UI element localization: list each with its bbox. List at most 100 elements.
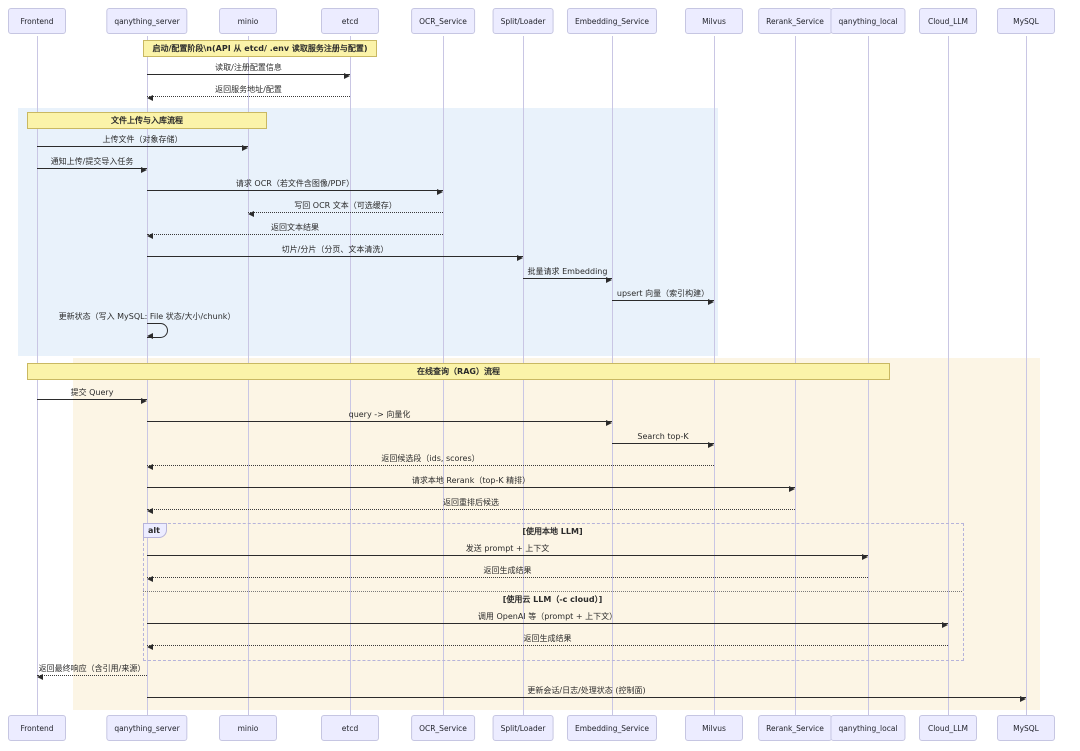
message-line xyxy=(147,234,443,235)
participant-bottom-qanything-local: qanything_local xyxy=(830,715,906,741)
message-label: query -> 向量化 xyxy=(348,410,411,419)
message-batch-request-embedding: 批量请求 Embedding xyxy=(523,267,612,283)
message-line xyxy=(147,190,443,191)
arrow-head xyxy=(437,189,443,195)
arrow-head xyxy=(517,255,523,261)
participant-top-qanything-server: qanything_server xyxy=(106,8,188,34)
alt-condition-llm: [使用本地 LLM] xyxy=(522,527,583,536)
alt-frame xyxy=(143,523,964,661)
message-label: 返回服务地址/配置 xyxy=(215,85,282,94)
participant-bottom-mysql: MySQL xyxy=(997,715,1055,741)
participant-bottom-qanything-server: qanything_server xyxy=(106,715,188,741)
message-label: 返回最终响应（含引用/来源） xyxy=(38,664,146,673)
message-return-reranked: 返回重排后候选 xyxy=(147,498,795,514)
arrow-head xyxy=(141,398,147,404)
message-send-prompt-context: 发送 prompt + 上下文 xyxy=(147,544,868,560)
message-line xyxy=(612,443,714,444)
message-writeback-ocr-text: 写回 OCR 文本（可选缓存） xyxy=(248,201,443,217)
message-label: 批量请求 Embedding xyxy=(527,267,608,276)
message-label: 提交 Query xyxy=(70,388,114,397)
message-label: 读取/注册配置信息 xyxy=(215,63,282,72)
arrow-head xyxy=(147,233,153,239)
message-label: 写回 OCR 文本（可选缓存） xyxy=(294,201,397,210)
participant-top-milvus: Milvus xyxy=(685,8,743,34)
message-label: Search top-K xyxy=(637,432,689,441)
arrow-head xyxy=(37,674,43,680)
region-rag-query xyxy=(73,358,1040,710)
participant-bottom-etcd: etcd xyxy=(321,715,379,741)
participant-bottom-rerank-service: Rerank_Service xyxy=(758,715,832,741)
arrow-head xyxy=(606,277,612,283)
arrow-head xyxy=(147,508,153,514)
alt-else-divider xyxy=(143,591,962,592)
region-upload-ingest xyxy=(18,108,718,356)
message-label: 更新会话/日志/处理状态 (控制面) xyxy=(527,686,646,695)
alt-label: alt xyxy=(143,523,167,538)
note-online-rag-title: 在线查询（RAG）流程 xyxy=(27,363,890,380)
message-upsert-vectors-index: upsert 向量（索引构建） xyxy=(612,289,714,305)
message-label: 请求 OCR（若文件含图像/PDF） xyxy=(235,179,355,188)
arrow-head xyxy=(147,576,153,582)
lifeline-mysql xyxy=(1026,36,1027,715)
message-line xyxy=(147,623,948,624)
message-return-generation-cloud: 返回生成结果 xyxy=(147,634,948,650)
message-label: 返回生成结果 xyxy=(483,566,532,575)
participant-bottom-frontend: Frontend xyxy=(8,715,66,741)
arrow-head xyxy=(862,554,868,560)
arrow-head xyxy=(147,333,153,339)
message-request-ocr: 请求 OCR（若文件含图像/PDF） xyxy=(147,179,443,195)
message-label: 发送 prompt + 上下文 xyxy=(465,544,550,553)
message-line xyxy=(147,96,350,97)
message-line xyxy=(147,465,714,466)
message-line xyxy=(147,487,795,488)
message-label: 返回重排后候选 xyxy=(443,498,499,507)
message-label: 请求本地 Rerank（top-K 精排） xyxy=(411,476,531,485)
message-return-service-addr-config: 返回服务地址/配置 xyxy=(147,85,350,101)
message-submit-query: 提交 Query xyxy=(37,388,147,404)
message-line xyxy=(147,256,523,257)
message-split-chunk-clean: 切片/分片（分页、文本清洗） xyxy=(147,245,523,261)
alt-condition-llm-c-cloud: [使用云 LLM（-c cloud）] xyxy=(502,595,603,604)
arrow-head xyxy=(141,167,147,173)
arrow-head xyxy=(606,420,612,426)
message-line xyxy=(147,645,948,646)
message-return-text-result: 返回文本结果 xyxy=(147,223,443,239)
participant-top-cloud-llm: Cloud_LLM xyxy=(919,8,977,34)
message-line xyxy=(37,168,147,169)
message-return-generation-local: 返回生成结果 xyxy=(147,566,868,582)
arrow-head xyxy=(942,622,948,628)
message-line xyxy=(248,212,443,213)
message-label: 切片/分片（分页、文本清洗） xyxy=(281,245,389,254)
message-upload-file-object-storage: 上传文件（对象存储） xyxy=(37,135,248,151)
message-label: 返回文本结果 xyxy=(271,223,319,232)
message-line xyxy=(147,577,868,578)
participant-bottom-ocr-service: OCR_Service xyxy=(411,715,475,741)
note-startup-config: 启动/配置阶段\n(API 从 etcd/ .env 读取服务注册与配置) xyxy=(143,40,377,57)
arrow-head xyxy=(789,486,795,492)
message-label: 通知上传/提交导入任务 xyxy=(50,157,134,166)
message-line xyxy=(147,74,350,75)
message-line xyxy=(37,399,147,400)
arrow-head xyxy=(1020,696,1026,702)
message-line xyxy=(612,300,714,301)
message-query-vectorize: query -> 向量化 xyxy=(147,410,612,426)
participant-top-rerank-service: Rerank_Service xyxy=(758,8,832,34)
arrow-head xyxy=(147,464,153,470)
note-upload-ingest-title: 文件上传与入库流程 xyxy=(27,112,267,129)
message-notify-upload-submit-import: 通知上传/提交导入任务 xyxy=(37,157,147,173)
message-update-session-logs-status: 更新会话/日志/处理状态 (控制面) xyxy=(147,686,1026,702)
participant-top-ocr-service: OCR_Service xyxy=(411,8,475,34)
participant-top-qanything-local: qanything_local xyxy=(830,8,906,34)
message-update-status-mysql-label: 更新状态（写入 MySQL: File 状态/大小/chunk） xyxy=(58,312,236,321)
arrow-head xyxy=(708,299,714,305)
message-update-status-mysql-loop xyxy=(147,323,168,338)
arrow-head xyxy=(147,95,153,101)
participant-bottom-milvus: Milvus xyxy=(685,715,743,741)
participant-bottom-cloud-llm: Cloud_LLM xyxy=(919,715,977,741)
message-line xyxy=(147,509,795,510)
message-return-final-response: 返回最终响应（含引用/来源） xyxy=(37,664,147,680)
message-label: 返回候选段（ids, scores） xyxy=(381,454,480,463)
message-line xyxy=(147,555,868,556)
message-line xyxy=(147,421,612,422)
